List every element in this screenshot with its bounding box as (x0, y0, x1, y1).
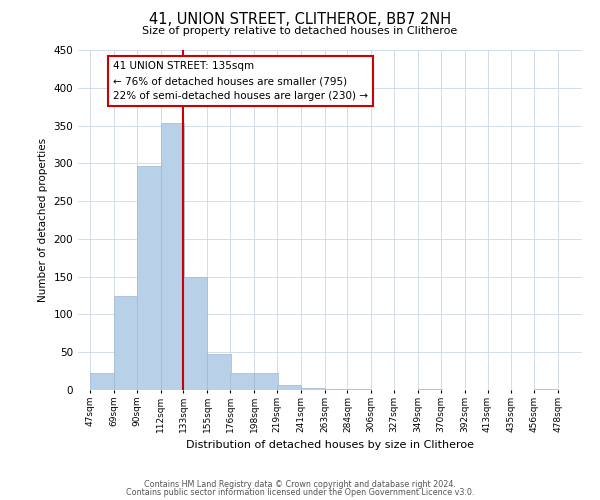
Bar (325, 389, 349, 390)
Bar (184, 276, 207, 390)
Bar (90, 374, 114, 390)
Bar (114, 296, 138, 390)
Bar (347, 389, 371, 390)
Bar (230, 372, 254, 390)
Bar (207, 354, 231, 390)
Text: Size of property relative to detached houses in Clitheroe: Size of property relative to detached ho… (142, 26, 458, 36)
Bar (137, 166, 161, 390)
Y-axis label: Number of detached properties: Number of detached properties (38, 138, 48, 302)
Text: 41, UNION STREET, CLITHEROE, BB7 2NH: 41, UNION STREET, CLITHEROE, BB7 2NH (149, 12, 451, 28)
Bar (534, 389, 558, 390)
X-axis label: Distribution of detached houses by size in Clitheroe: Distribution of detached houses by size … (186, 440, 474, 450)
Bar (277, 384, 301, 390)
Bar (161, 122, 184, 390)
Bar (418, 389, 442, 390)
Text: Contains HM Land Registry data © Crown copyright and database right 2024.: Contains HM Land Registry data © Crown c… (144, 480, 456, 489)
Text: Contains public sector information licensed under the Open Government Licence v3: Contains public sector information licen… (126, 488, 474, 497)
Text: 41 UNION STREET: 135sqm
← 76% of detached houses are smaller (795)
22% of semi-d: 41 UNION STREET: 135sqm ← 76% of detache… (113, 62, 368, 101)
Bar (254, 374, 278, 390)
Bar (301, 388, 325, 390)
